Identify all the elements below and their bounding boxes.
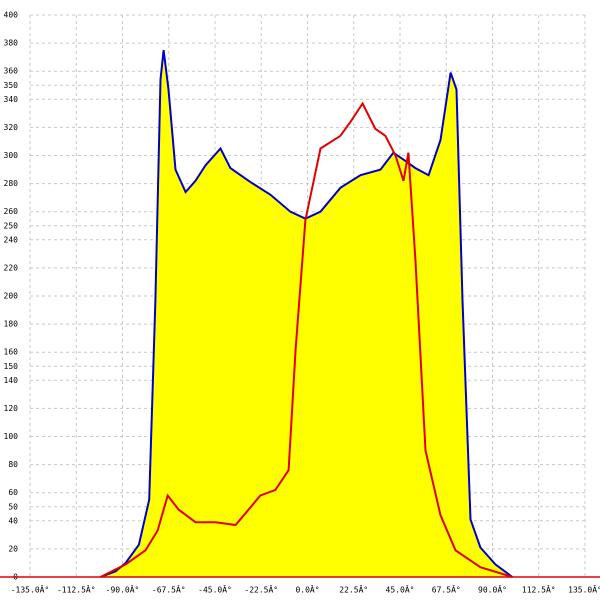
- y-tick-label: 180: [4, 320, 19, 329]
- line: [100, 101, 513, 578]
- x-tick-label: 67.5Â°: [432, 584, 461, 595]
- x-tick-label: 0.0Â°: [295, 584, 319, 595]
- area: [100, 50, 513, 578]
- y-tick-label: 150: [4, 362, 19, 371]
- x-tick-label: -22.5Â°: [244, 584, 278, 595]
- y-tick-label: 20: [8, 544, 18, 553]
- y-tick-label: 400: [4, 11, 19, 20]
- y-tick-label: 50: [8, 502, 18, 511]
- y-tick-label: 200: [4, 292, 19, 301]
- y-tick-label: 80: [8, 460, 18, 469]
- y-tick-label: 140: [4, 376, 19, 385]
- x-tick-label: 45.0Â°: [386, 584, 415, 595]
- y-tick-label: 60: [8, 488, 18, 497]
- y-tick-label: 350: [4, 81, 19, 90]
- x-tick-label: 22.5Â°: [339, 584, 368, 595]
- line: [100, 49, 513, 578]
- y-tick-label: 100: [4, 432, 19, 441]
- y-tick-label: 340: [4, 95, 19, 104]
- y-tick-label: 240: [4, 235, 19, 244]
- x-tick-label: 90.0Â°: [478, 584, 507, 595]
- x-tick-label: 112.5Â°: [522, 584, 556, 595]
- x-tick-label: -135.0Â°: [11, 584, 50, 595]
- x-tick-label: -45.0Â°: [198, 584, 232, 595]
- y-tick-label: 220: [4, 263, 19, 272]
- y-tick-label: 250: [4, 221, 19, 230]
- y-tick-label: 320: [4, 123, 19, 132]
- y-tick-label: 300: [4, 151, 19, 160]
- y-tick-label: 380: [4, 39, 19, 48]
- y-tick-label: 280: [4, 179, 19, 188]
- x-tick-label: -112.5Â°: [57, 584, 96, 595]
- x-tick-label: -67.5Â°: [152, 584, 186, 595]
- y-tick-label: 120: [4, 404, 19, 413]
- y-tick-label: 260: [4, 207, 19, 216]
- y-tick-label: 160: [4, 348, 19, 357]
- y-tick-label: 40: [8, 516, 18, 525]
- x-tick-label: 135.0Â°: [568, 584, 600, 595]
- x-tick-label: -90.0Â°: [106, 584, 140, 595]
- y-tick-label: 360: [4, 67, 19, 76]
